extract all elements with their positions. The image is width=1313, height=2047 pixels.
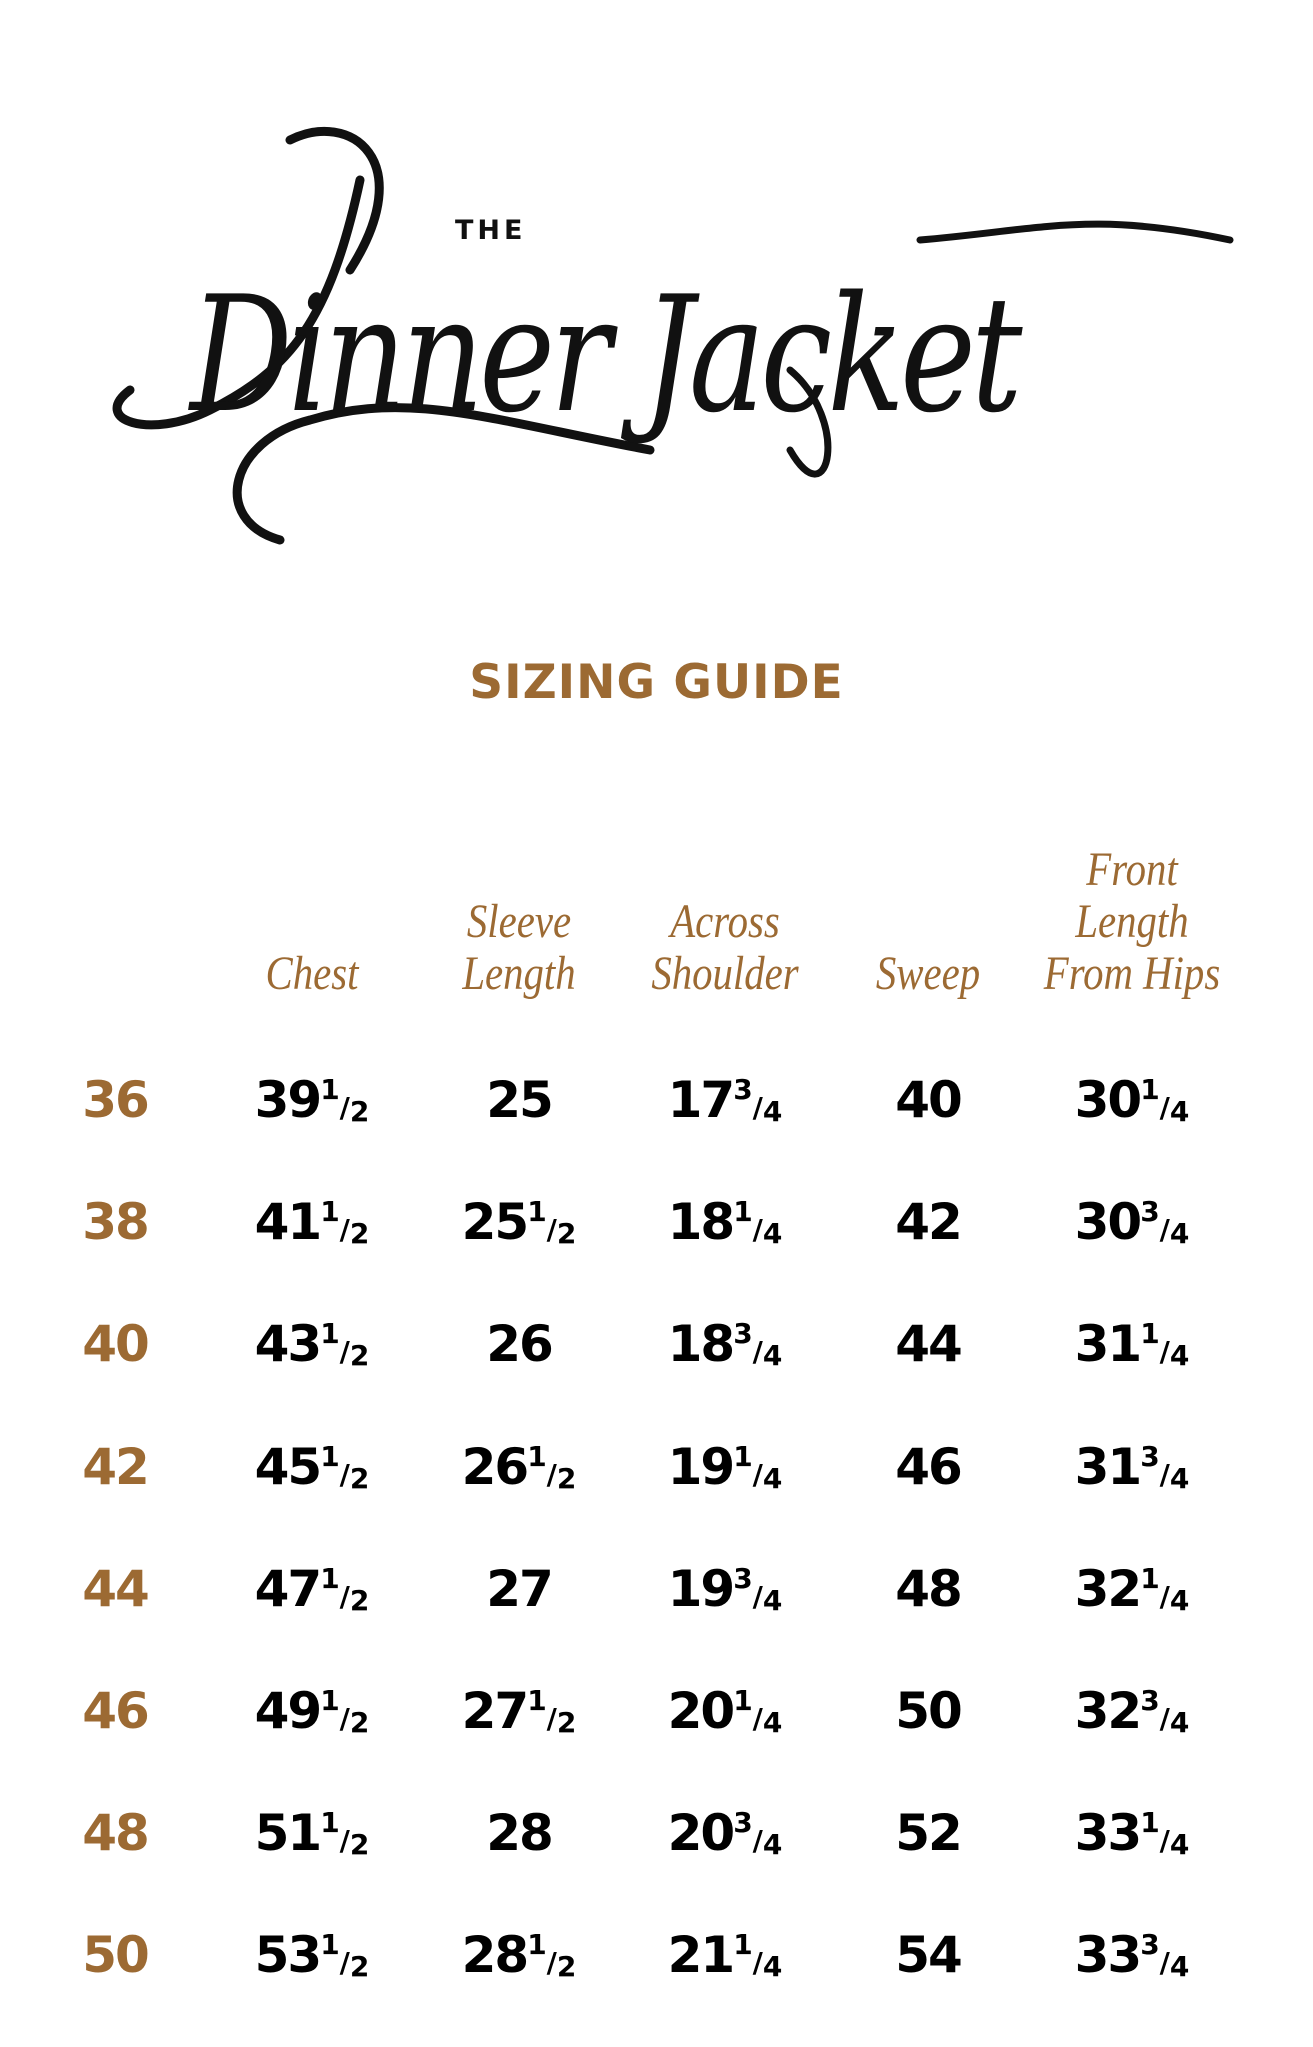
fraction: 3/4 — [733, 1561, 783, 1617]
fraction: 1/2 — [320, 1806, 370, 1862]
measurement-cell: 27 — [486, 1559, 554, 1618]
measurement-cell: 201/4 — [667, 1682, 783, 1740]
fraction: 1/4 — [733, 1928, 783, 1984]
column-header: Front Length From Hips — [1028, 844, 1236, 1000]
measurement-cell: 431/2 — [254, 1315, 370, 1374]
column-header-line: Sweep — [875, 947, 981, 1000]
measurement-cell: 54 — [895, 1926, 963, 1985]
measurement-cell: 46 — [895, 1437, 963, 1496]
fraction: 1/2 — [320, 1317, 370, 1373]
size-label: 42 — [82, 1437, 150, 1496]
measurement-cell: 251/2 — [461, 1193, 577, 1252]
measurement-cell: 331/4 — [1074, 1804, 1190, 1863]
fraction: 1/2 — [320, 1195, 370, 1251]
measurement-cell: 281/2 — [461, 1926, 577, 1985]
measurement-cell: 333/4 — [1074, 1926, 1190, 1985]
logo-the: THE — [455, 215, 527, 246]
column-header-line: Shoulder — [651, 947, 799, 1000]
column-header-line: Sleeve — [466, 895, 572, 948]
fraction: 1/4 — [733, 1195, 783, 1251]
size-label: 36 — [82, 1071, 150, 1129]
measurement-cell: 511/2 — [254, 1804, 370, 1863]
measurement-cell: 531/2 — [254, 1926, 370, 1985]
fraction: 1/4 — [1140, 1806, 1190, 1862]
fraction: 3/4 — [1140, 1439, 1190, 1495]
measurement-cell: 203/4 — [667, 1804, 783, 1863]
fraction: 3/4 — [733, 1317, 783, 1373]
fraction: 1/2 — [320, 1073, 370, 1128]
fraction: 1/2 — [527, 1928, 577, 1984]
measurement-cell: 391/2 — [254, 1071, 370, 1129]
fraction: 3/4 — [733, 1073, 783, 1128]
measurement-cell: 191/4 — [667, 1437, 783, 1496]
size-label: 38 — [82, 1193, 150, 1252]
measurement-cell: 323/4 — [1074, 1682, 1190, 1740]
size-label: 46 — [82, 1682, 150, 1740]
column-header: Sweep — [867, 948, 990, 1000]
fraction: 1/4 — [1140, 1561, 1190, 1617]
column-header-line: Front — [1086, 843, 1178, 896]
fraction: 1/2 — [320, 1928, 370, 1984]
measurement-cell: 28 — [486, 1804, 554, 1863]
measurement-cell: 52 — [895, 1804, 963, 1863]
fraction: 1/4 — [733, 1684, 783, 1739]
measurement-cell: 491/2 — [254, 1682, 370, 1740]
column-header-line: Length — [1075, 895, 1189, 948]
fraction: 1/2 — [527, 1195, 577, 1251]
fraction: 1/4 — [733, 1439, 783, 1495]
measurement-cell: 173/4 — [667, 1071, 783, 1129]
measurement-cell: 42 — [895, 1193, 963, 1252]
fraction: 1/4 — [1140, 1073, 1190, 1128]
page-title: SIZING GUIDE — [469, 655, 844, 710]
column-header: Sleeve Length — [452, 896, 585, 1000]
fraction: 1/2 — [320, 1684, 370, 1739]
column-header-line: From Hips — [1043, 947, 1221, 1000]
fraction: 3/4 — [1140, 1195, 1190, 1251]
fraction: 1/2 — [527, 1684, 577, 1739]
size-label: 50 — [82, 1926, 150, 1985]
size-label: 44 — [82, 1559, 150, 1618]
size-label: 48 — [82, 1804, 150, 1863]
measurement-cell: 471/2 — [254, 1559, 370, 1618]
measurement-cell: 26 — [486, 1315, 554, 1374]
logo-script: Dinner Jacket — [190, 261, 1023, 448]
measurement-cell: 451/2 — [254, 1437, 370, 1496]
measurement-cell: 181/4 — [667, 1193, 783, 1252]
measurement-cell: 211/4 — [667, 1926, 783, 1985]
fraction: 3/4 — [733, 1806, 783, 1862]
measurement-cell: 44 — [895, 1315, 963, 1374]
fraction: 3/4 — [1140, 1928, 1190, 1984]
measurement-cell: 193/4 — [667, 1559, 783, 1618]
fraction: 1/2 — [527, 1439, 577, 1495]
fraction: 1/2 — [320, 1561, 370, 1617]
fraction: 1/4 — [1140, 1317, 1190, 1373]
column-header-line: Across — [670, 895, 780, 948]
measurement-cell: 183/4 — [667, 1315, 783, 1374]
measurement-cell: 48 — [895, 1559, 963, 1618]
measurement-cell: 313/4 — [1074, 1437, 1190, 1496]
column-header-line: Chest — [265, 947, 359, 1000]
column-header: Chest — [257, 948, 366, 1000]
measurement-cell: 301/4 — [1074, 1071, 1190, 1129]
measurement-cell: 50 — [895, 1682, 963, 1740]
column-header-line: Length — [462, 947, 576, 1000]
measurement-cell: 321/4 — [1074, 1559, 1190, 1618]
measurement-cell: 271/2 — [461, 1682, 577, 1740]
fraction: 1/2 — [320, 1439, 370, 1495]
fraction: 3/4 — [1140, 1684, 1190, 1739]
measurement-cell: 261/2 — [461, 1437, 577, 1496]
size-label: 40 — [82, 1315, 150, 1374]
measurement-cell: 25 — [486, 1071, 554, 1129]
logo-swash — [112, 126, 1234, 545]
measurement-cell: 40 — [895, 1071, 963, 1129]
column-header: Across Shoulder — [638, 896, 811, 1000]
measurement-cell: 411/2 — [254, 1193, 370, 1252]
measurement-cell: 311/4 — [1074, 1315, 1190, 1374]
measurement-cell: 303/4 — [1074, 1193, 1190, 1252]
